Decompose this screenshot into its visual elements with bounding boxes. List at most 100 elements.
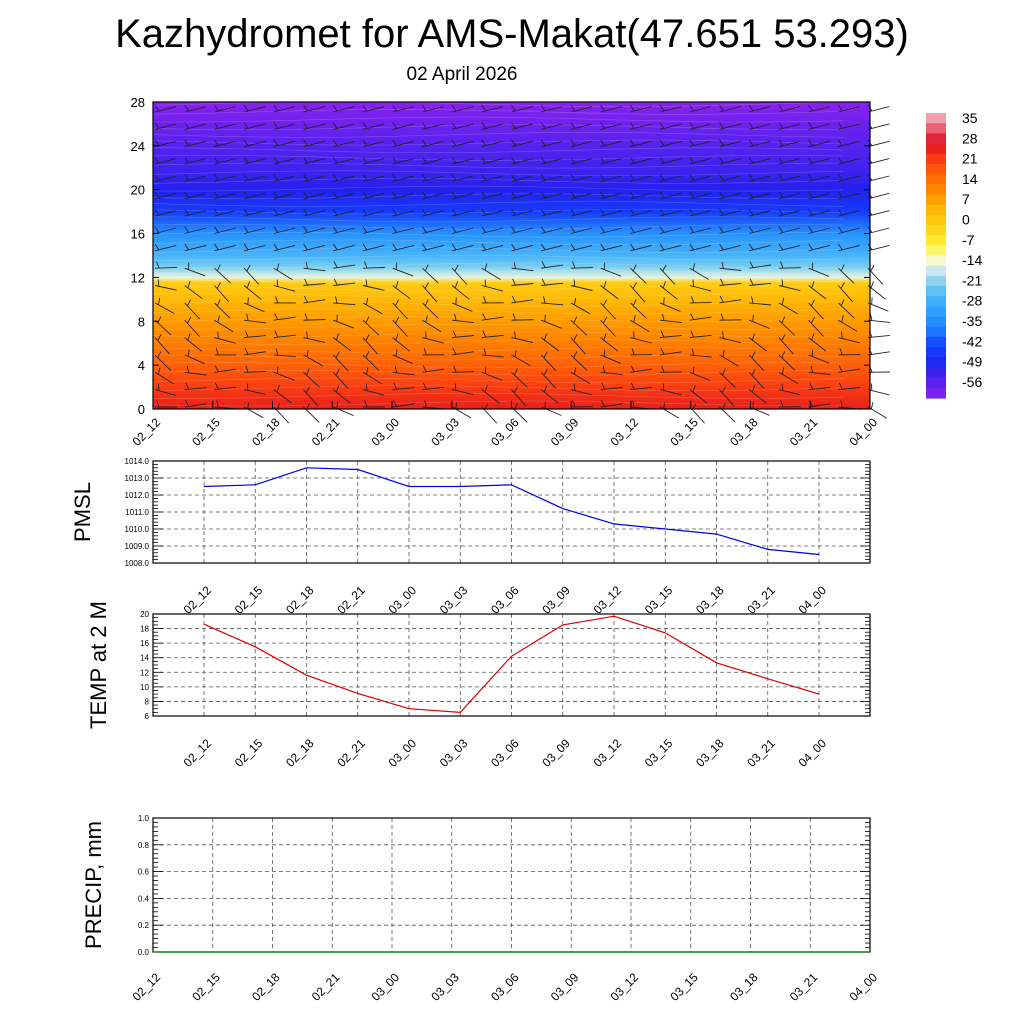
wind-barb: [303, 156, 326, 165]
wind-barb: [332, 351, 349, 372]
wind-barb: [303, 295, 326, 304]
wind-barb: [303, 191, 326, 200]
wind-barb: [719, 331, 742, 344]
wind-barb: [808, 156, 831, 165]
wind-barb: [689, 385, 708, 404]
x-tick-label: 03_21: [744, 583, 778, 617]
wind-barb: [481, 122, 504, 130]
wind-barb: [332, 174, 355, 182]
colorbar-cell: [926, 235, 946, 246]
x-tick-label: 02_15: [232, 736, 266, 770]
contour-line: [152, 170, 844, 176]
wind-barb: [332, 122, 355, 130]
wind-barb: [154, 297, 175, 314]
wind-barb: [867, 402, 888, 419]
x-tick-label: 02_12: [181, 583, 215, 617]
wind-barb: [303, 313, 326, 321]
contour-line: [152, 300, 844, 307]
wind-barb: [422, 174, 444, 182]
wind-barb: [659, 383, 682, 396]
wind-barb: [837, 282, 854, 303]
wind-barb: [273, 191, 296, 200]
wind-barb: [303, 331, 326, 343]
wind-barb: [243, 297, 265, 313]
wind-barb: [748, 333, 767, 352]
y-tick-label: 6: [145, 712, 150, 721]
wind-barb: [362, 122, 385, 130]
wind-barb: [867, 330, 890, 339]
y-tick-label: 10: [140, 683, 149, 692]
wind-barb: [392, 333, 411, 352]
vertical-section-panel: 0 4 8 12 16 20 24 28 02_12 02_15 02_18 02_21 03_00 03…: [130, 95, 891, 449]
wind-barb: [422, 209, 444, 217]
wind-barb: [214, 282, 230, 303]
contour-line: [152, 224, 844, 230]
y-tick-label: 24: [131, 139, 145, 154]
x-tick-label: 03_03: [428, 415, 462, 449]
wind-barb: [778, 351, 796, 371]
x-tick-label: 02_12: [130, 970, 164, 1004]
y-tick-label: 0.2: [138, 921, 150, 930]
wind-barb: [630, 122, 652, 130]
wind-barb: [481, 156, 504, 165]
wind-barb: [362, 243, 385, 252]
y-tick-label: 28: [131, 95, 145, 110]
colorbar-label: -14: [962, 252, 982, 268]
wind-barb: [481, 191, 504, 200]
x-tick-label: 04_00: [847, 415, 881, 449]
x-tick-label: 03_06: [488, 970, 522, 1004]
wind-barb: [243, 243, 266, 252]
wind-barb: [303, 278, 326, 286]
wind-barb: [778, 316, 796, 336]
wind-barb: [540, 139, 563, 148]
wind-barb: [867, 139, 890, 148]
wind-barb: [838, 382, 861, 391]
wind-barb: [630, 365, 653, 373]
x-tick-label: 03_09: [539, 583, 573, 617]
wind-barb: [392, 299, 408, 320]
wind-barb: [362, 351, 380, 371]
wind-barb: [184, 191, 207, 200]
x-tick-label: 04_00: [847, 970, 881, 1004]
x-tick-label: 03_09: [548, 415, 582, 449]
wind-barb: [629, 264, 647, 284]
wind-barb: [659, 174, 682, 182]
x-tick-label: 03_00: [386, 583, 420, 617]
wind-barb: [808, 243, 831, 252]
y-tick-label: 0.0: [138, 948, 150, 957]
wind-barb: [511, 191, 533, 200]
wind-barb: [154, 351, 172, 371]
y-tick-label: 12: [131, 270, 145, 285]
wind-barb: [659, 297, 681, 312]
wind-barb: [273, 330, 296, 339]
wind-barb: [392, 174, 415, 182]
wind-barb: [600, 174, 623, 182]
wind-barb: [719, 191, 741, 200]
x-tick-label: 03_18: [693, 583, 727, 617]
wind-barb: [154, 122, 177, 130]
wind-barb: [689, 243, 712, 252]
wind-barb: [808, 191, 831, 200]
wind-barb: [541, 296, 564, 306]
wind-barb: [689, 156, 712, 165]
wind-barb: [837, 209, 860, 217]
wind-barb: [540, 226, 563, 234]
contour-line: [152, 316, 844, 322]
wind-barb: [214, 331, 236, 344]
wind-barb: [659, 156, 682, 165]
wind-barb: [719, 156, 741, 165]
x-tick-label: 03_00: [369, 970, 403, 1004]
wind-barb: [748, 385, 767, 404]
wind-barb: [422, 156, 444, 165]
wind-barb: [511, 226, 533, 234]
wind-barb: [184, 243, 207, 252]
x-tick-label: 03_18: [693, 736, 727, 770]
wind-barb: [808, 316, 824, 337]
y-tick-label: 0.8: [138, 841, 150, 850]
wind-barb: [243, 281, 262, 300]
colorbar-cell: [926, 357, 946, 369]
wind-barb: [214, 315, 234, 333]
contour-line: [152, 393, 844, 399]
wind-barb: [333, 314, 354, 329]
wind-barb: [511, 156, 533, 165]
